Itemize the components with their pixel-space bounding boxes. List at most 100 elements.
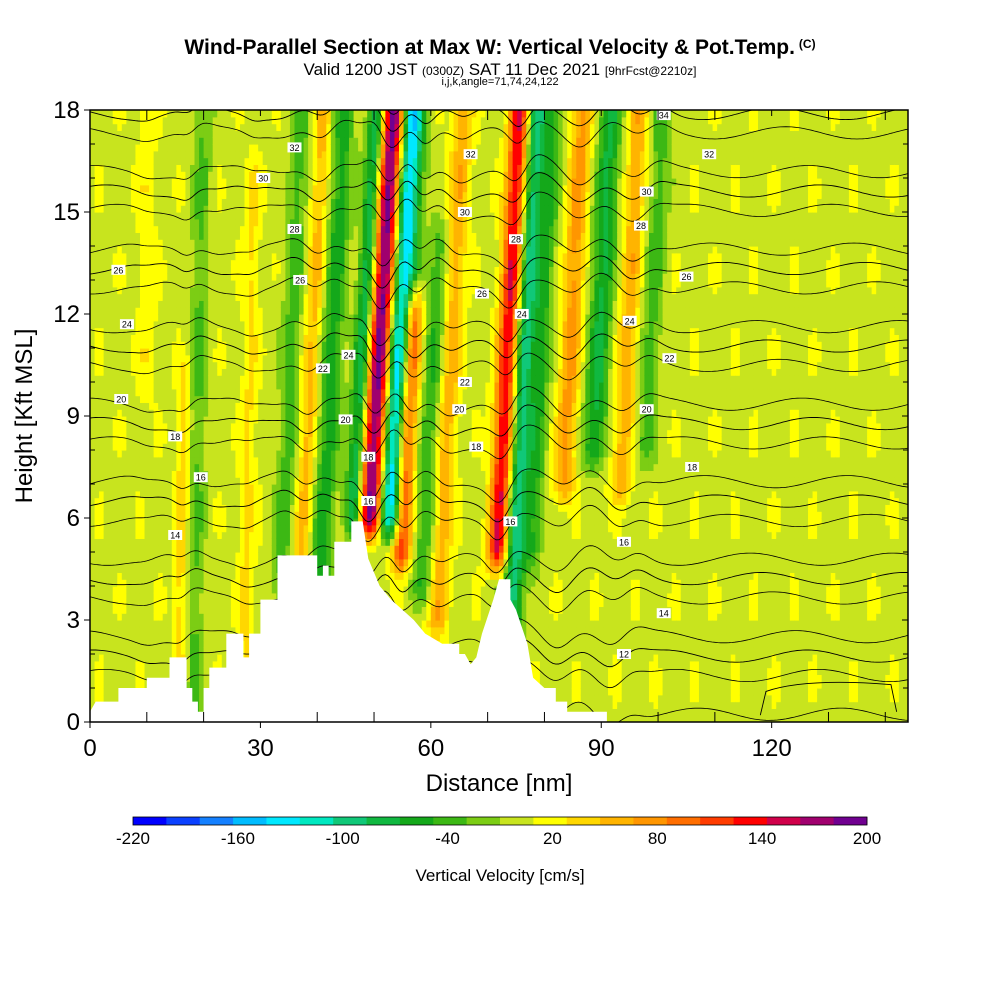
velocity-cell <box>139 157 146 165</box>
velocity-cell <box>130 613 137 621</box>
velocity-cell <box>294 388 300 397</box>
velocity-cell <box>121 293 127 301</box>
velocity-cell <box>330 361 336 369</box>
velocity-cell <box>308 300 314 308</box>
velocity-cell <box>139 606 146 614</box>
velocity-cell <box>271 341 277 349</box>
velocity-cell <box>271 524 277 533</box>
velocity-cell <box>221 586 227 594</box>
velocity-cell <box>189 409 196 417</box>
velocity-cell <box>99 212 105 220</box>
velocity-cell <box>139 613 146 621</box>
velocity-cell <box>130 484 137 492</box>
velocity-cell <box>171 511 177 519</box>
velocity-cell <box>335 470 341 478</box>
velocity-cell <box>289 327 296 335</box>
velocity-cell <box>99 409 105 417</box>
velocity-cell <box>249 572 255 580</box>
velocity-cell <box>221 592 227 601</box>
velocity-cell <box>149 144 155 152</box>
velocity-cell <box>226 266 232 274</box>
velocity-cell <box>330 191 336 199</box>
velocity-cell <box>180 327 187 335</box>
velocity-cell <box>258 409 264 417</box>
velocity-cell <box>130 409 137 417</box>
velocity-cell <box>203 293 209 301</box>
velocity-cell <box>199 504 205 512</box>
velocity-cell <box>208 341 214 349</box>
velocity-cell <box>103 144 109 152</box>
velocity-cell <box>194 667 200 675</box>
velocity-cell <box>90 144 96 152</box>
velocity-cell <box>162 137 168 145</box>
velocity-cell <box>99 592 105 601</box>
velocity-cell <box>208 660 214 669</box>
velocity-cell <box>280 266 287 274</box>
velocity-cell <box>176 137 182 145</box>
velocity-cell <box>285 382 291 390</box>
velocity-cell <box>94 232 100 240</box>
velocity-cell <box>108 307 114 315</box>
velocity-cell <box>121 518 127 526</box>
velocity-cell <box>212 477 218 485</box>
velocity-cell <box>253 191 259 199</box>
velocity-cell <box>262 266 268 274</box>
velocity-cell <box>167 198 173 206</box>
velocity-cell <box>180 429 187 437</box>
velocity-cell <box>230 626 237 635</box>
velocity-cell <box>308 361 314 369</box>
velocity-cell <box>149 191 155 199</box>
velocity-cell <box>335 246 341 254</box>
velocity-cell <box>271 545 277 553</box>
velocity-cell <box>99 334 105 342</box>
velocity-cell <box>130 592 137 601</box>
velocity-cell <box>126 395 132 403</box>
velocity-cell <box>162 348 168 356</box>
velocity-cell <box>230 280 237 288</box>
velocity-cell <box>258 225 264 233</box>
velocity-cell <box>126 123 132 131</box>
velocity-cell <box>267 422 273 431</box>
velocity-cell <box>285 395 291 403</box>
velocity-cell <box>149 259 155 267</box>
velocity-cell <box>203 531 209 539</box>
velocity-cell <box>194 157 200 165</box>
velocity-cell <box>244 341 250 349</box>
velocity-cell <box>308 388 314 397</box>
velocity-cell <box>99 565 105 573</box>
velocity-cell <box>126 443 132 451</box>
velocity-cell <box>335 490 341 499</box>
velocity-cell <box>167 218 173 227</box>
velocity-cell <box>326 266 332 274</box>
velocity-cell <box>199 572 205 580</box>
velocity-cell <box>126 538 132 546</box>
velocity-cell <box>226 620 232 628</box>
velocity-cell <box>153 436 159 444</box>
velocity-cell <box>112 647 118 655</box>
velocity-cell <box>321 314 327 322</box>
velocity-cell <box>258 184 264 193</box>
velocity-cell <box>258 137 264 145</box>
velocity-cell <box>108 123 114 131</box>
velocity-cell <box>99 150 105 159</box>
velocity-cell <box>217 354 223 363</box>
velocity-cell <box>226 286 232 295</box>
velocity-cell <box>189 524 196 533</box>
velocity-cell <box>280 280 287 288</box>
velocity-cell <box>226 484 232 492</box>
velocity-cell <box>149 572 155 580</box>
velocity-cell <box>249 239 255 247</box>
velocity-cell <box>276 144 282 152</box>
velocity-cell <box>162 327 168 335</box>
velocity-cell <box>289 388 296 397</box>
velocity-cell <box>308 456 314 465</box>
velocity-cell <box>121 184 127 193</box>
velocity-cell <box>139 116 146 125</box>
velocity-cell <box>208 198 214 206</box>
velocity-cell <box>130 416 137 424</box>
velocity-cell <box>90 361 96 369</box>
velocity-cell <box>126 116 132 125</box>
velocity-cell <box>162 252 168 261</box>
velocity-cell <box>149 490 155 499</box>
velocity-cell <box>276 300 282 308</box>
